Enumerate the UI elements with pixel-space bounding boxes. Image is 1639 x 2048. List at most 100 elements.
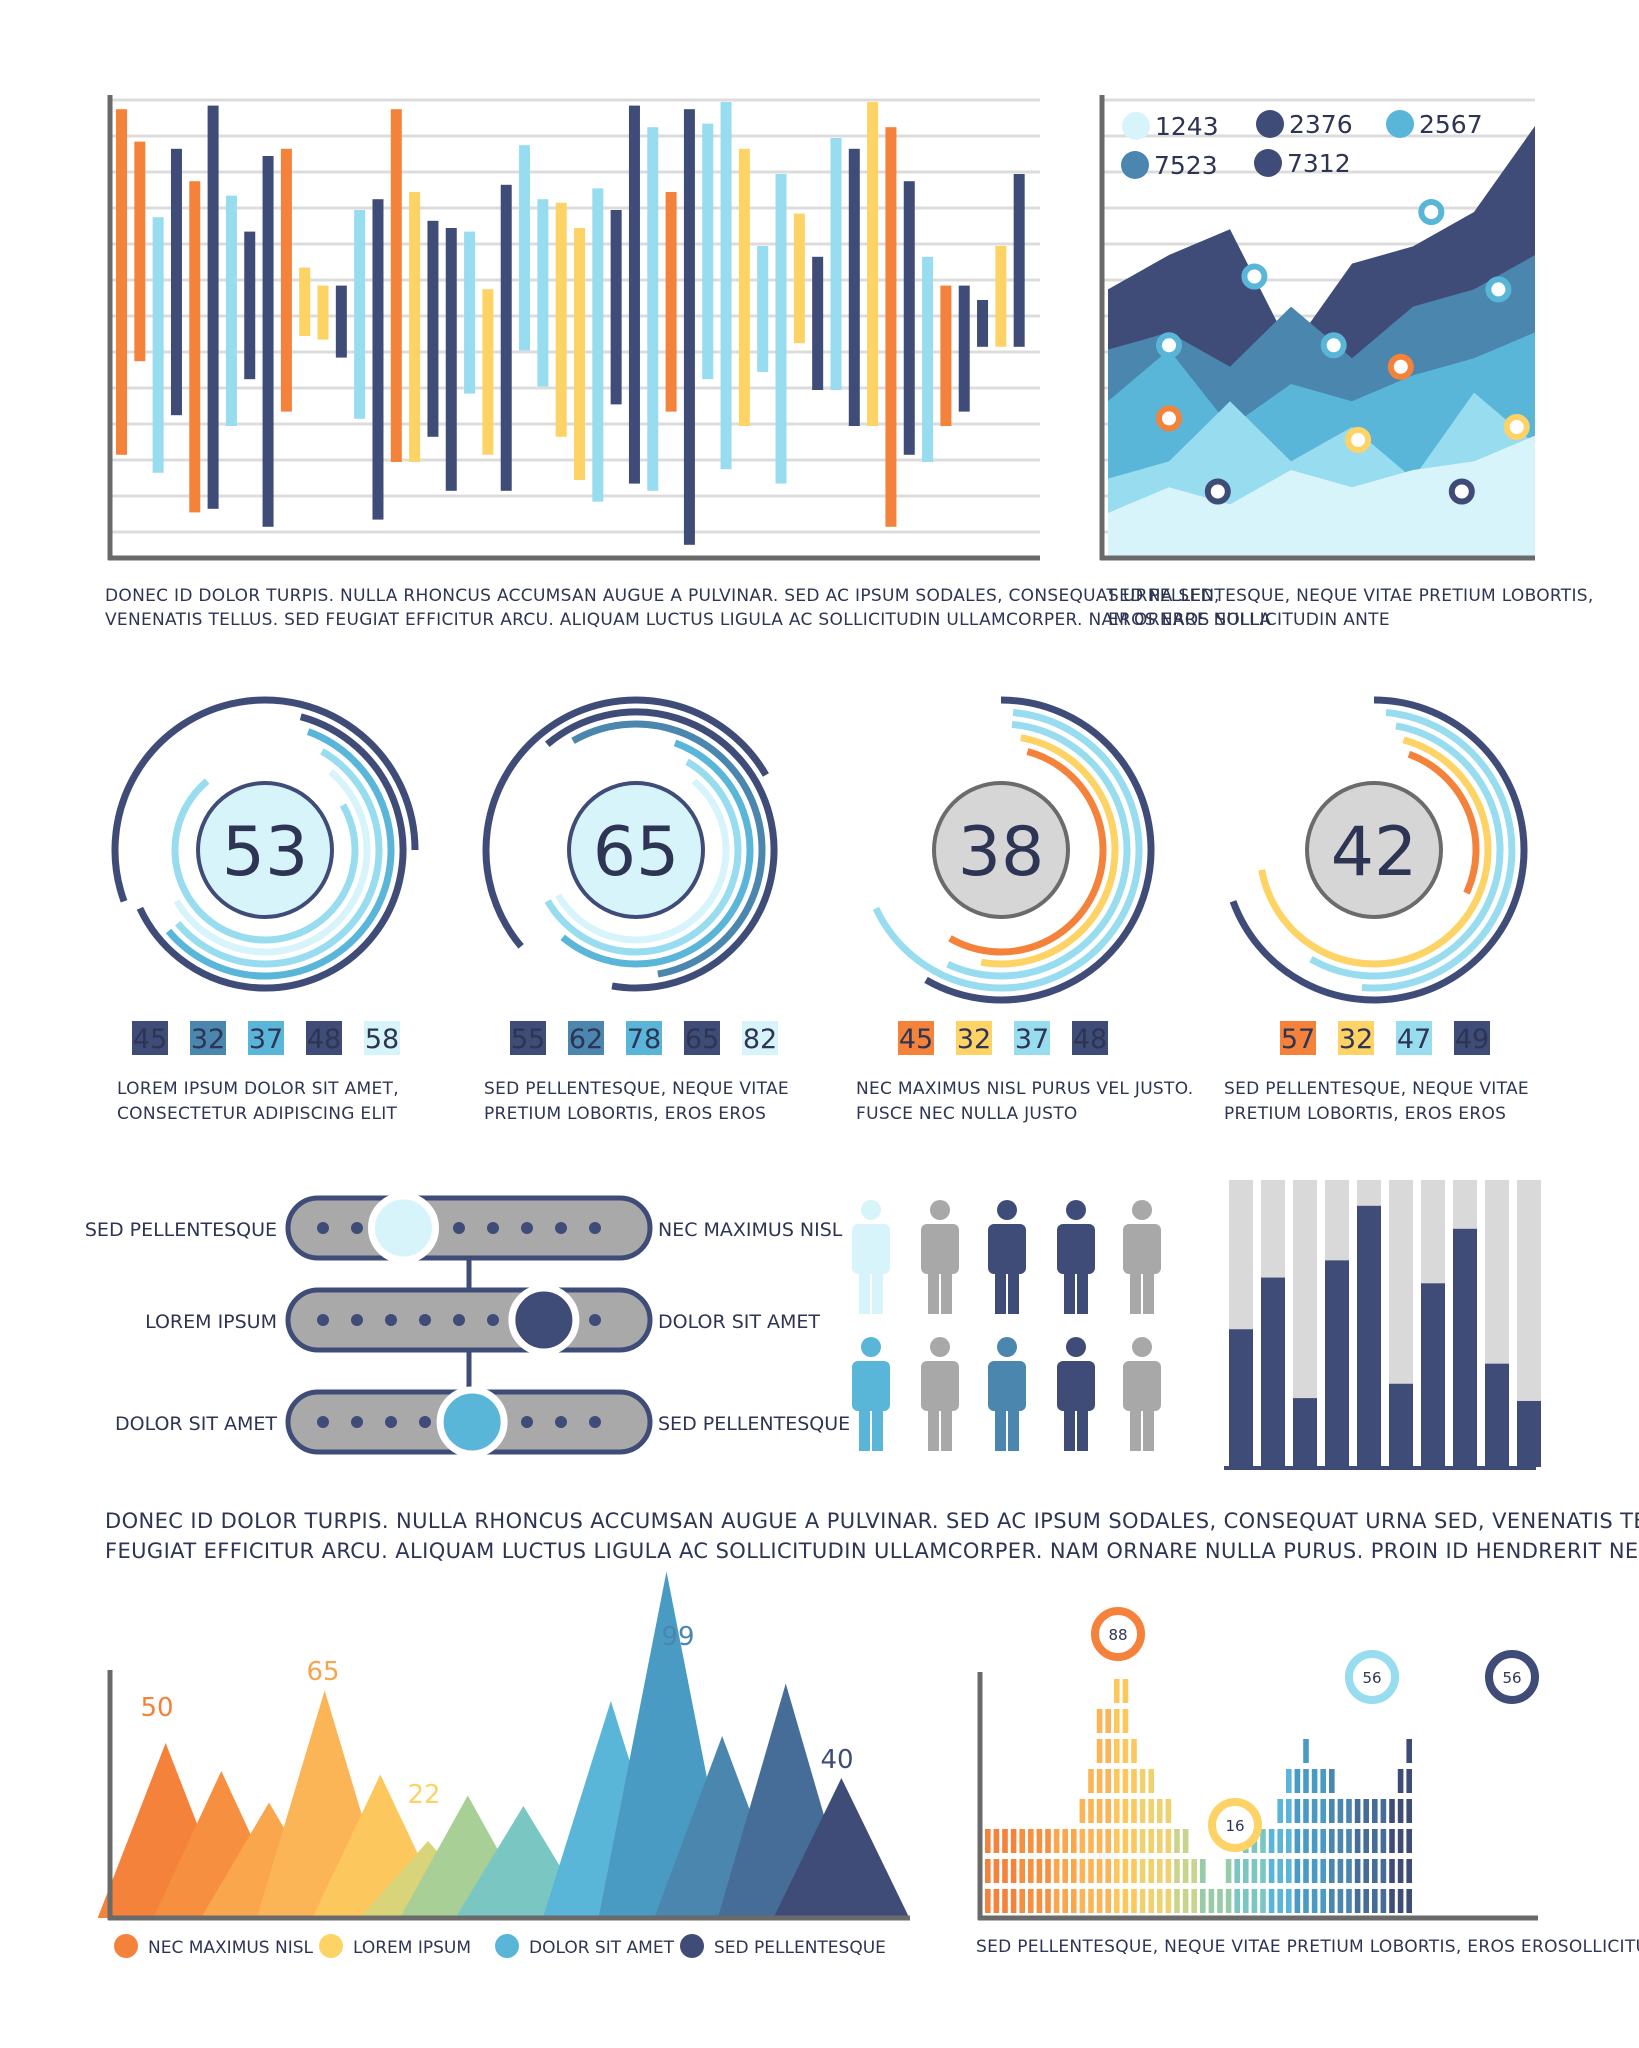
block-badge-value: 56	[1502, 1669, 1521, 1687]
gauge-badge-value: 55	[511, 1024, 545, 1055]
legend-label: 2567	[1419, 110, 1483, 139]
bar-up	[317, 285, 329, 318]
stack-block	[993, 1889, 1000, 1913]
stack-block	[1354, 1889, 1361, 1913]
person-icon	[921, 1200, 959, 1314]
stack-block	[1303, 1859, 1309, 1883]
gauge-badge-value: 32	[191, 1024, 225, 1055]
gauge-center	[932, 781, 1070, 919]
stack-block	[1286, 1859, 1292, 1883]
stack-block	[1397, 1859, 1404, 1883]
gauge-badge	[626, 1021, 662, 1055]
stack-block	[1406, 1829, 1412, 1853]
stack-block	[1389, 1799, 1395, 1823]
bar	[1421, 1283, 1445, 1467]
gauge-value: 53	[222, 813, 309, 892]
bar-up	[610, 210, 622, 318]
stack-block	[993, 1859, 1000, 1883]
bar-down	[738, 318, 750, 426]
person-leg	[928, 1272, 939, 1314]
data-marker	[1345, 426, 1372, 453]
stack-block	[1002, 1859, 1008, 1883]
stack-block	[1010, 1829, 1017, 1853]
bar-down	[995, 318, 1007, 347]
gauge-ring	[136, 713, 407, 992]
stack-block	[1346, 1859, 1352, 1883]
person-body	[921, 1224, 959, 1274]
bar-down	[647, 318, 659, 491]
legend-label: 1243	[1155, 112, 1219, 141]
gauge-center	[567, 781, 705, 919]
stack-block	[1114, 1679, 1120, 1703]
stack-block	[1131, 1889, 1137, 1913]
gauge-badge-value: 58	[365, 1024, 399, 1055]
gauge-badge-value: 37	[1015, 1024, 1049, 1055]
bar-down	[482, 318, 494, 455]
stack-block	[1053, 1859, 1060, 1883]
gauge-value: 38	[958, 813, 1045, 892]
bar-down	[592, 318, 604, 502]
gauge-badge-value: 37	[249, 1024, 283, 1055]
bar-down	[116, 318, 127, 455]
bar-down	[170, 318, 182, 416]
gauge-badge	[1396, 1021, 1432, 1055]
gauge-badge	[568, 1021, 604, 1055]
legend-label: 7312	[1287, 149, 1351, 178]
stack-block	[1397, 1769, 1404, 1793]
gauge-badge	[684, 1021, 720, 1055]
bar-down	[537, 318, 549, 387]
slider-dot	[555, 1222, 567, 1234]
stack-block	[1148, 1799, 1154, 1823]
stack-block	[1346, 1799, 1352, 1823]
person-head	[930, 1337, 950, 1357]
stack-block	[1036, 1889, 1043, 1913]
stack-block	[1036, 1829, 1043, 1853]
bar-down	[610, 318, 622, 405]
stack-block	[1028, 1829, 1034, 1853]
stack-block	[1260, 1829, 1266, 1853]
bar-down	[225, 318, 237, 426]
person-body	[852, 1361, 890, 1411]
legend-swatch	[495, 1934, 519, 1958]
bar-down	[628, 318, 640, 484]
slider-dot	[419, 1416, 431, 1428]
slider-dot	[453, 1314, 465, 1326]
stack-block	[1105, 1769, 1111, 1793]
bar-up	[482, 289, 494, 318]
caption-middle: DONEC ID DOLOR TURPIS. NULLA RHONCUS ACC…	[105, 1509, 1639, 1533]
stack-block	[1122, 1799, 1129, 1823]
slider-dot	[317, 1314, 329, 1326]
bar-up	[354, 210, 366, 318]
bar-up	[372, 199, 384, 318]
person-leg	[995, 1409, 1006, 1451]
bar-up	[335, 285, 347, 318]
slider-dot	[351, 1314, 363, 1326]
person-icon	[988, 1337, 1026, 1451]
slider-dot	[419, 1314, 431, 1326]
stack-block	[1148, 1889, 1154, 1913]
stack-block	[1337, 1859, 1344, 1883]
legend-label: DOLOR SIT AMET	[529, 1938, 675, 1958]
bar-up	[244, 231, 256, 318]
bar-up	[1013, 174, 1025, 318]
block-badge-value: 56	[1362, 1669, 1381, 1687]
stack-block	[1165, 1859, 1172, 1883]
stack-block	[1071, 1829, 1077, 1853]
bar-up	[299, 267, 311, 318]
stack-block	[1148, 1769, 1154, 1793]
gauge-ring	[173, 769, 371, 956]
stack-block	[1380, 1889, 1387, 1913]
stack-block	[1019, 1829, 1025, 1853]
person-leg	[1143, 1272, 1154, 1314]
peak-value: 50	[140, 1693, 173, 1723]
stack-block	[1208, 1889, 1215, 1913]
stack-block	[985, 1829, 991, 1853]
legend-swatch	[114, 1934, 138, 1958]
stack-block	[985, 1889, 991, 1913]
bar	[1453, 1228, 1477, 1467]
slider-right-label: NEC MAXIMUS NISL	[658, 1219, 843, 1241]
bar-down	[757, 318, 769, 372]
bar-up	[922, 256, 934, 318]
person-head	[1066, 1337, 1086, 1357]
gauge-value: 65	[593, 813, 680, 892]
